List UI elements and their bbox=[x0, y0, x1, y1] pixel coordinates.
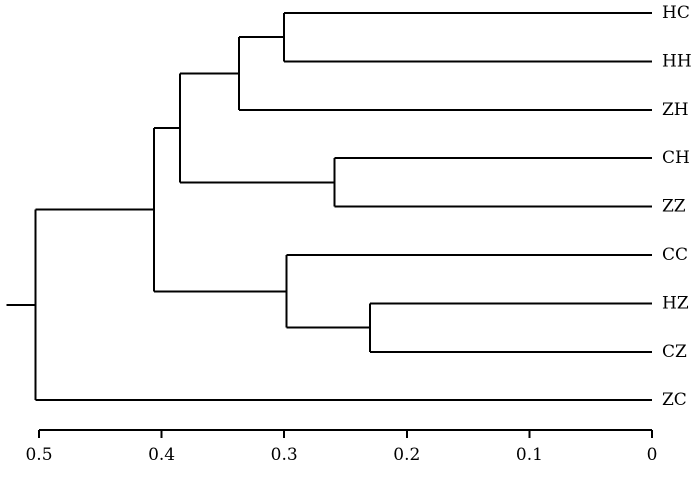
leaf-labels: HC HH ZH CH ZZ CC HZ CZ ZC bbox=[662, 3, 692, 410]
leaf-label-ch: CH bbox=[662, 148, 690, 168]
leaf-label-hz: HZ bbox=[662, 293, 689, 313]
x-tick-label: 0.3 bbox=[271, 445, 298, 465]
x-tick-label: 0.2 bbox=[393, 445, 420, 465]
leaf-label-hh: HH bbox=[662, 51, 692, 71]
leaf-label-cc: CC bbox=[662, 245, 688, 265]
leaf-label-zz: ZZ bbox=[662, 197, 686, 217]
dendrogram-branches bbox=[6, 12, 652, 402]
x-axis: 0.5 0.4 0.3 0.2 0.1 0 bbox=[25, 429, 658, 465]
x-tick-label: 0.5 bbox=[25, 445, 52, 465]
leaf-label-cz: CZ bbox=[662, 342, 687, 362]
x-tick-label: 0.4 bbox=[148, 445, 175, 465]
x-tick-label: 0.1 bbox=[516, 445, 543, 465]
x-tick-label: 0 bbox=[647, 445, 658, 465]
leaf-label-zc: ZC bbox=[662, 390, 687, 410]
leaf-label-hc: HC bbox=[662, 3, 690, 23]
leaf-label-zh: ZH bbox=[662, 100, 689, 120]
